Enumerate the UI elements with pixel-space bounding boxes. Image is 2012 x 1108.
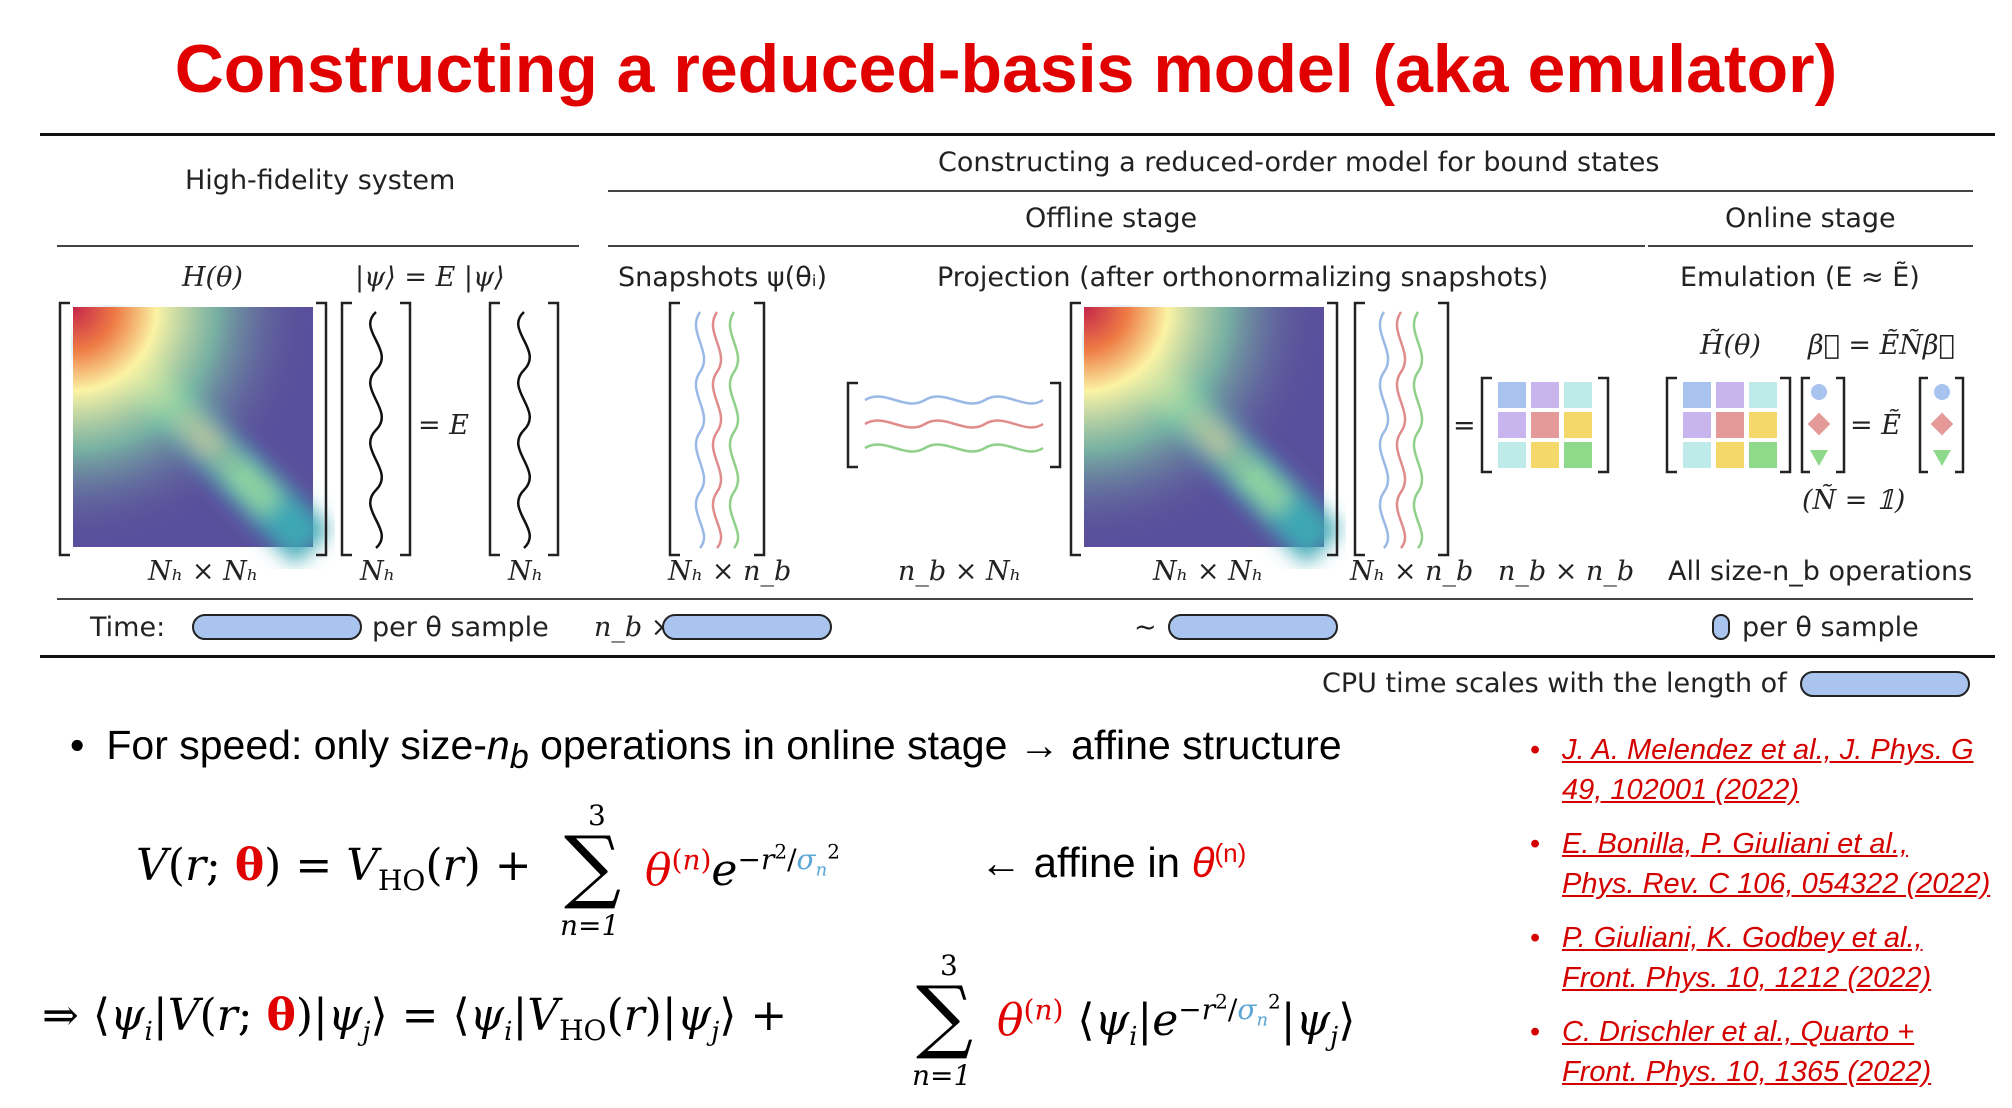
matrix-element-equation: ⇒ ⟨ψi|V(r; θ)|ψj⟩ = ⟨ψi|VHO(r)|ψj⟩ + (42, 990, 788, 1047)
time-pill-projection (1168, 614, 1338, 640)
per-sample-online: per θ sample (1742, 612, 1919, 643)
online-beta-label: β⃗ = ẼÑβ⃗ (1808, 330, 1955, 361)
dim-online: All size-n_b operations (1668, 556, 1973, 587)
dim-snapshots: Nₕ × n_b (668, 556, 792, 587)
beta-vector-right (1930, 384, 1954, 466)
cpu-note-pill (1800, 671, 1970, 697)
slide-title: Constructing a reduced-basis model (aka … (174, 31, 1838, 107)
dim-projection-left: n_b × Nₕ (898, 556, 1022, 587)
matrix-element-terms: θ(n) ⟨ψi|e−r2/σn2|ψj⟩ (997, 990, 1356, 1052)
time-pill-offline (662, 614, 832, 640)
svg-text:n=1: n=1 (560, 909, 619, 942)
emulation-label: Emulation (E ≈ Ẽ) (1680, 262, 1920, 293)
online-N-identity: (Ñ = 𝟙) (1802, 485, 1906, 516)
dim-hf-matrix: Nₕ × Nₕ (148, 556, 259, 587)
reference-item[interactable]: J. A. Melendez et al., J. Phys. G49, 102… (1530, 730, 2010, 810)
proj-eq-sign: = (1453, 410, 1476, 441)
svg-text:3: 3 (588, 799, 606, 832)
offline-header: Offline stage (1025, 203, 1198, 234)
references-list: J. A. Melendez et al., J. Phys. G49, 102… (1530, 730, 2010, 1106)
affine-note: ← affine in θ(n) (980, 838, 1246, 887)
psi-wave-2 (516, 311, 532, 549)
hf-H-label: H(θ) (182, 262, 243, 293)
hf-eig-label: |ψ⟩ = E |ψ⟩ (355, 262, 505, 293)
projection-label: Projection (after orthonormalizing snaps… (937, 262, 1549, 293)
hamiltonian-heatmap-projection (1084, 307, 1342, 565)
bullet-text-pre: For speed: only size- (106, 722, 487, 768)
svg-text:3: 3 (940, 949, 958, 982)
bottom-rule (40, 655, 1995, 658)
reference-item[interactable]: E. Bonilla, P. Giuliani et al.,Phys. Rev… (1530, 824, 2010, 904)
offline-rule (608, 245, 1645, 247)
reference-item[interactable]: P. Giuliani, K. Godbey et al.,Front. Phy… (1530, 918, 2010, 998)
time-label: Time: (90, 612, 166, 643)
beta-vector-left (1807, 384, 1831, 466)
top-rule (40, 133, 1995, 136)
per-sample-hf: per θ sample (372, 612, 549, 643)
reference-item[interactable]: C. Drischler et al., Quarto +Front. Phys… (1530, 1012, 2010, 1092)
sum-symbol-1: 3 ∑ n=1 (560, 799, 621, 942)
psi-wave-1 (368, 311, 384, 549)
hamiltonian-heatmap-hf (73, 307, 331, 565)
rom-header: Constructing a reduced-order model for b… (938, 147, 1660, 178)
affine-sup: (n) (1214, 838, 1247, 868)
affine-note-text: ← affine in (980, 839, 1192, 886)
tilde-label: ∼ (1134, 612, 1157, 643)
hf-eq-E: = E (418, 410, 469, 441)
online-H-label: H̃(θ) (1700, 330, 1761, 361)
dim-projection-matrix: Nₕ × Nₕ (1153, 556, 1264, 587)
bullet-text-post: operations in online stage → affine stru… (528, 722, 1342, 768)
online-rule (1648, 245, 1973, 247)
main-bullet: • For speed: only size-nb operations in o… (70, 722, 1342, 777)
affine-theta: θ (1191, 839, 1215, 886)
time-rule (57, 598, 1973, 600)
time-pill-hf (192, 614, 362, 640)
online-matrix (1683, 382, 1777, 468)
snapshots-label: Snapshots ψ(θᵢ) (618, 262, 828, 293)
dim-reduced: n_b × n_b (1498, 556, 1635, 587)
rom-rule (608, 190, 1973, 192)
dim-hf-psi-right: Nₕ (508, 556, 544, 587)
time-pill-online (1712, 614, 1730, 640)
potential-equation-terms: θ(n)e−r2/σn2 (645, 840, 840, 896)
reduced-matrix (1498, 382, 1592, 468)
svg-text:n=1: n=1 (912, 1059, 971, 1092)
potential-equation: V(r; θ) = VHO(r) + (136, 840, 532, 897)
bullet-nb: n (486, 722, 510, 768)
online-eq-mid: = Ẽ (1850, 410, 1901, 441)
hf-rule (57, 245, 579, 247)
dim-hf-psi: Nₕ (360, 556, 396, 587)
bullet-nb-sub: b (509, 738, 529, 777)
cpu-note: CPU time scales with the length of (1322, 668, 1787, 699)
online-header: Online stage (1725, 203, 1896, 234)
svg-text:∑: ∑ (564, 819, 621, 912)
hf-header: High-fidelity system (185, 165, 456, 196)
svg-text:∑: ∑ (916, 969, 973, 1062)
nb-times: n_b × (594, 612, 674, 643)
dim-projection-right: Nₕ × n_b (1350, 556, 1474, 587)
sum-symbol-2: 3 ∑ n=1 (912, 949, 973, 1092)
